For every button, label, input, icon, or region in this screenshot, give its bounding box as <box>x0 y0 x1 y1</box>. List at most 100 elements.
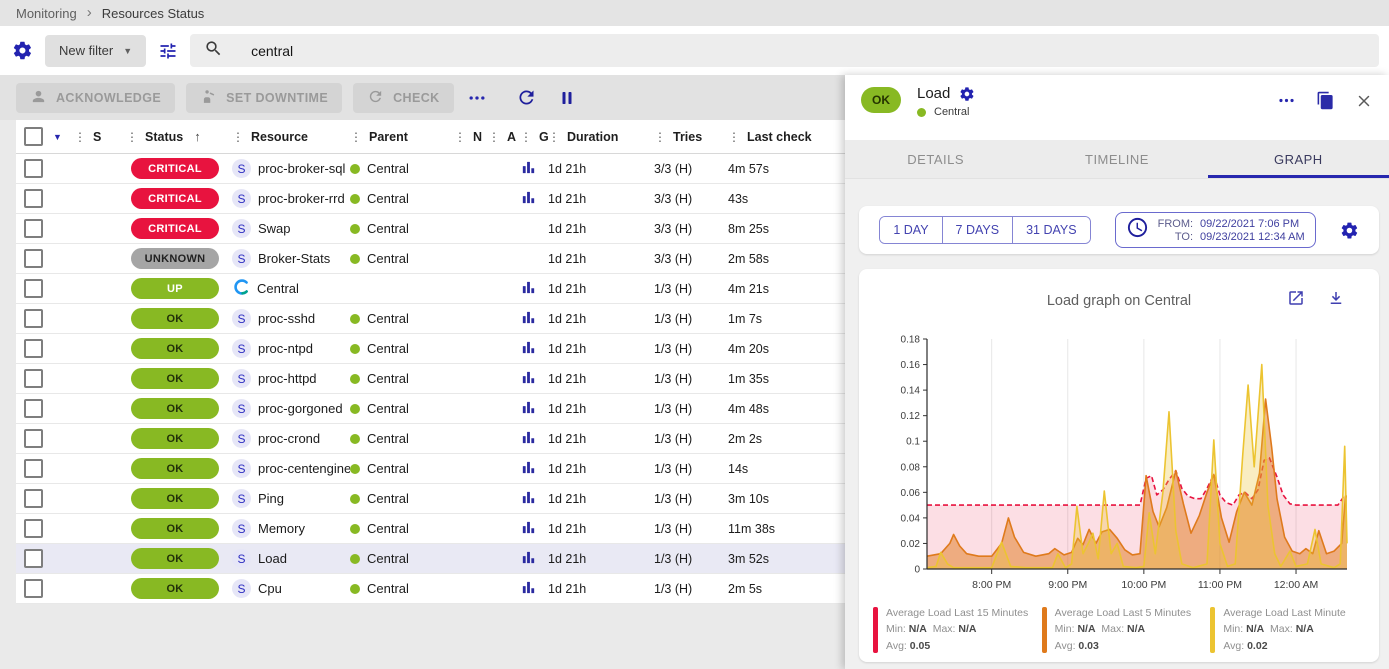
row-checkbox[interactable] <box>24 159 43 178</box>
row-checkbox[interactable] <box>24 309 43 328</box>
table-row[interactable]: CRITICAL S Swap Central 1d 21h 3/3 (H) 8m 25s <box>16 214 845 244</box>
graph-icon[interactable] <box>520 339 537 359</box>
row-checkbox[interactable] <box>24 279 43 298</box>
table-row[interactable]: OK S Memory Central 1d 21h 1/3 (H) 11m 38s <box>16 514 845 544</box>
row-checkbox[interactable] <box>24 579 43 598</box>
resource-settings-gear-icon[interactable] <box>959 86 975 102</box>
column-label: N <box>473 129 483 144</box>
graph-settings-gear-icon[interactable] <box>1340 221 1359 240</box>
graph-icon[interactable] <box>520 549 537 569</box>
graph-cell <box>520 489 548 509</box>
table-row[interactable]: OK S Ping Central 1d 21h 1/3 (H) 3m 10s <box>16 484 845 514</box>
close-icon[interactable] <box>1355 92 1373 110</box>
breadcrumb-monitoring[interactable]: Monitoring <box>16 5 77 21</box>
graph-icon[interactable] <box>520 279 537 299</box>
table-row[interactable]: UP Central 1d 21h 1/3 (H) 4m 21s <box>16 274 845 304</box>
row-checkbox[interactable] <box>24 429 43 448</box>
graph-icon[interactable] <box>520 429 537 449</box>
graph-icon[interactable] <box>520 459 537 479</box>
graph-icon[interactable] <box>520 399 537 419</box>
copy-link-icon[interactable] <box>1316 91 1335 110</box>
refresh-list-icon[interactable] <box>516 87 537 108</box>
column-header-resource[interactable]: ⋮ Resource <box>232 130 350 144</box>
row-checkbox[interactable] <box>24 519 43 538</box>
set-downtime-button[interactable]: SET DOWNTIME <box>186 82 343 113</box>
legend-item[interactable]: Average Load Last Minute Min: N/A Max: N/… <box>1210 605 1367 654</box>
svg-text:0.1: 0.1 <box>906 437 920 448</box>
duration-cell: 1d 21h <box>548 401 587 416</box>
graph-icon[interactable] <box>520 309 537 329</box>
breadcrumb-resources-status[interactable]: Resources Status <box>101 5 205 21</box>
duration-cell: 1d 21h <box>548 371 587 386</box>
parent-cell: Central <box>350 581 454 596</box>
row-checkbox[interactable] <box>24 459 43 478</box>
filter-gear-icon[interactable] <box>12 40 33 61</box>
row-checkbox[interactable] <box>24 549 43 568</box>
column-header-n[interactable]: ⋮ N <box>454 130 488 144</box>
panel-more-icon[interactable] <box>1277 91 1296 110</box>
table-row[interactable]: UNKNOWN S Broker-Stats Central 1d 21h 3/3 (H)… <box>16 244 845 274</box>
refresh-icon <box>367 88 384 108</box>
graph-cell <box>520 579 548 599</box>
row-checkbox[interactable] <box>24 369 43 388</box>
period-button-7-days[interactable]: 7 DAYS <box>941 217 1013 243</box>
row-checkbox[interactable] <box>24 189 43 208</box>
legend-item[interactable]: Average Load Last 15 Minutes Min: N/A Max… <box>873 605 1030 654</box>
check-button[interactable]: CHECK <box>353 82 454 113</box>
row-checkbox[interactable] <box>24 339 43 358</box>
graph-icon[interactable] <box>520 159 537 179</box>
parent-name: Central <box>367 461 409 476</box>
custom-range-picker[interactable]: FROM: 09/22/2021 7:06 PM TO: 09/23/2021 … <box>1114 212 1316 248</box>
row-checkbox[interactable] <box>24 399 43 418</box>
pause-autorefresh-icon[interactable] <box>558 89 576 107</box>
graph-icon[interactable] <box>520 519 537 539</box>
column-header-status[interactable]: ⋮ Status ↑ <box>126 129 232 144</box>
search-bar[interactable] <box>190 34 1379 67</box>
column-header-duration[interactable]: ⋮ Duration <box>548 130 654 144</box>
table-row[interactable]: OK S Load Central 1d 21h 1/3 (H) 3m 52s <box>16 544 845 574</box>
tries-cell: 1/3 (H) <box>654 461 693 476</box>
more-actions-icon[interactable] <box>467 88 487 108</box>
column-header-tries[interactable]: ⋮ Tries <box>654 130 728 144</box>
resource-name: proc-gorgoned <box>258 401 343 416</box>
tab-details[interactable]: DETAILS <box>907 151 965 167</box>
select-all-checkbox[interactable] <box>24 127 43 146</box>
search-input[interactable] <box>249 41 1365 60</box>
download-icon[interactable] <box>1327 289 1345 307</box>
row-checkbox[interactable] <box>24 249 43 268</box>
status-badge: UP <box>131 278 219 299</box>
open-in-new-icon[interactable] <box>1287 289 1305 307</box>
column-header-a[interactable]: ⋮ A <box>488 130 520 144</box>
select-rows-caret-icon[interactable]: ▼ <box>53 131 62 142</box>
acknowledge-button[interactable]: ACKNOWLEDGE <box>16 82 176 113</box>
new-filter-dropdown[interactable]: New filter ▼ <box>45 34 147 67</box>
column-header-last-check[interactable]: ⋮ Last check <box>728 130 845 144</box>
graph-icon[interactable] <box>520 579 537 599</box>
column-header-g[interactable]: ⋮ G <box>520 130 548 144</box>
tune-filters-icon[interactable] <box>158 41 178 61</box>
period-button-1-day[interactable]: 1 DAY <box>880 217 942 243</box>
graph-icon[interactable] <box>520 189 537 209</box>
column-header-s[interactable]: ⋮ S <box>74 130 126 144</box>
tab-graph[interactable]: GRAPH <box>1207 140 1389 178</box>
table-row[interactable]: OK S Cpu Central 1d 21h 1/3 (H) 2m 5s <box>16 574 845 604</box>
legend-item[interactable]: Average Load Last 5 Minutes Min: N/A Max:… <box>1041 605 1199 654</box>
tab-timeline[interactable]: TIMELINE <box>1085 151 1149 167</box>
period-button-31-days[interactable]: 31 DAYS <box>1012 217 1090 243</box>
column-header-parent[interactable]: ⋮ Parent <box>350 130 454 144</box>
graph-icon[interactable] <box>520 369 537 389</box>
row-checkbox[interactable] <box>24 219 43 238</box>
graph-icon[interactable] <box>520 489 537 509</box>
parent-name: Central <box>367 191 409 206</box>
row-checkbox[interactable] <box>24 489 43 508</box>
last-check-cell: 8m 25s <box>728 221 769 236</box>
